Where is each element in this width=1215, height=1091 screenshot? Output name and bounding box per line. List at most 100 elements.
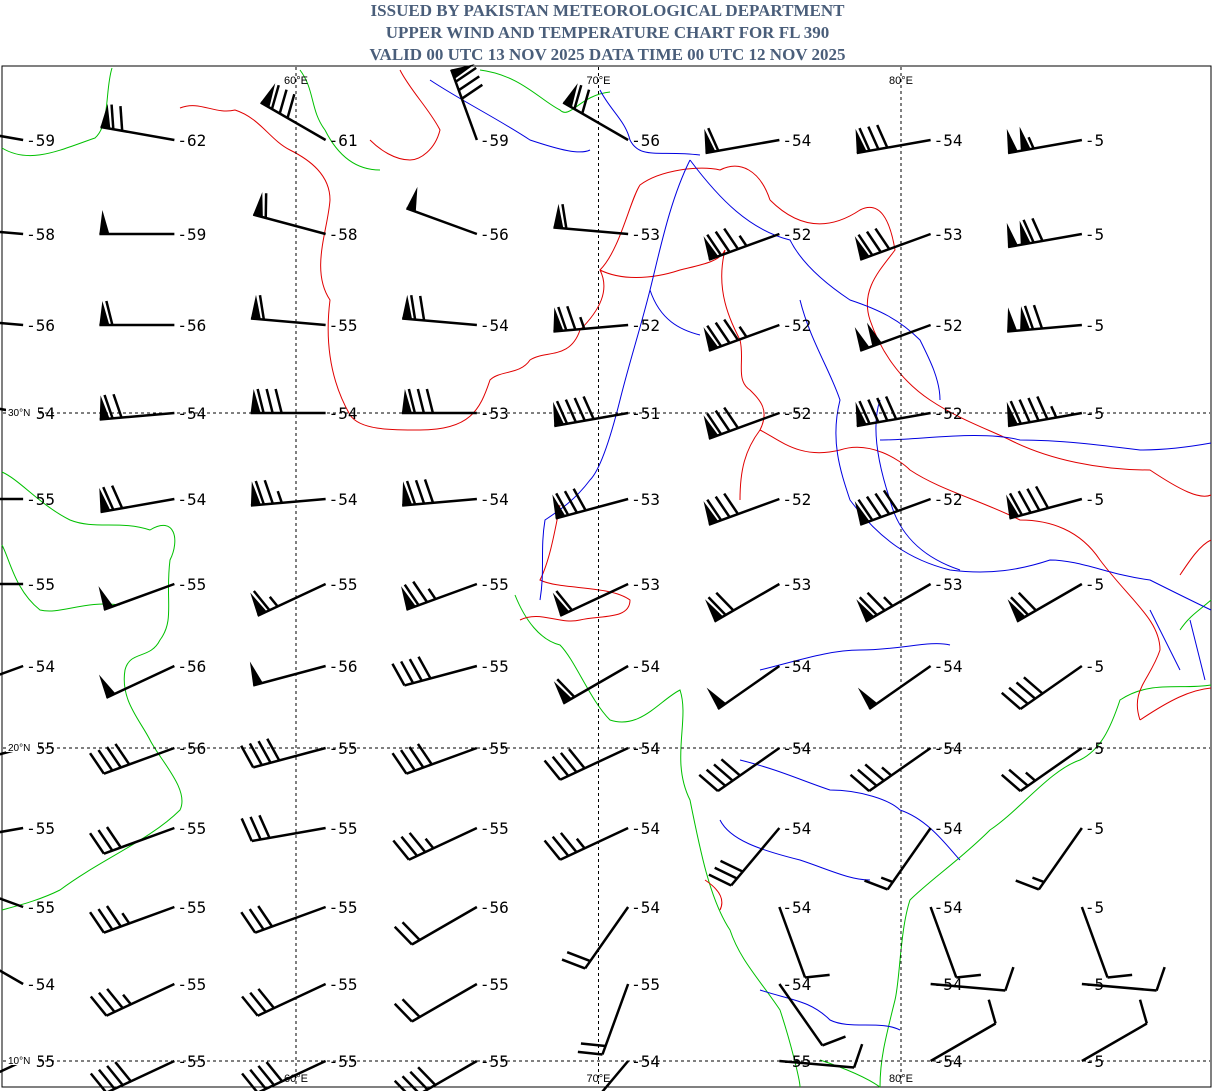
wind-barb bbox=[577, 983, 630, 1056]
barb-pennant bbox=[250, 389, 261, 413]
barb-feather bbox=[1010, 596, 1030, 616]
barb-staff bbox=[257, 582, 327, 617]
temperature-value: -54 bbox=[782, 975, 811, 994]
barb-feather bbox=[391, 752, 408, 775]
barb-pennant bbox=[250, 481, 261, 506]
wind-barb bbox=[1006, 395, 1083, 428]
barb-feather bbox=[425, 388, 435, 414]
wind-barb bbox=[1000, 746, 1083, 793]
wind-barb bbox=[706, 664, 781, 711]
temperature-value: -54 bbox=[934, 657, 963, 676]
temperature-value: -54 bbox=[480, 316, 509, 335]
wind-barb bbox=[1006, 485, 1083, 520]
barb-feather bbox=[265, 388, 274, 414]
barb-feather bbox=[707, 596, 727, 616]
temperature-value: -5 bbox=[1085, 657, 1104, 676]
axis-labels: 60°E 70°E 80°E 60°E 70°E 80°E 30°N 20°N 10°N bbox=[6, 75, 913, 1085]
barb-staff bbox=[103, 826, 175, 855]
barb-staff bbox=[103, 905, 175, 934]
wind-barb bbox=[1007, 304, 1082, 333]
barb-feather bbox=[461, 83, 484, 100]
barb-staff bbox=[713, 582, 781, 623]
barb-pennant bbox=[855, 401, 867, 427]
barb-feather bbox=[412, 580, 429, 603]
barb-staff bbox=[252, 213, 326, 236]
temperature-value: -54 bbox=[177, 490, 206, 509]
barb-feather bbox=[97, 908, 114, 931]
barb-half-feather bbox=[427, 588, 437, 600]
wind-barb bbox=[929, 906, 982, 979]
wind-barb bbox=[930, 966, 1015, 992]
barb-staff bbox=[0, 969, 24, 986]
wind-barb bbox=[703, 227, 780, 261]
temperature-value: -55 bbox=[480, 575, 509, 594]
temperature-value: -56 bbox=[177, 739, 206, 758]
barb-feather bbox=[543, 839, 562, 861]
lon-label-bottom: 60°E bbox=[284, 1073, 308, 1085]
temperature-value: -53 bbox=[934, 575, 963, 594]
barb-staff bbox=[0, 664, 24, 676]
barb-pennant bbox=[1007, 307, 1018, 332]
barb-feather bbox=[573, 397, 586, 422]
temperature-value: -5 bbox=[1085, 131, 1104, 150]
barb-pennant bbox=[99, 395, 110, 420]
barb-pennant bbox=[553, 307, 564, 332]
barb-feather bbox=[723, 227, 740, 250]
barb-half-feather bbox=[575, 837, 586, 850]
barb-staff bbox=[422, 1059, 478, 1091]
barb-staff bbox=[405, 207, 478, 236]
barb-pennant bbox=[250, 294, 261, 320]
temperature-value: -54 bbox=[177, 404, 206, 423]
barb-feather bbox=[106, 1065, 124, 1086]
temperature-value: -55 bbox=[329, 575, 358, 594]
barb-feather bbox=[400, 660, 415, 684]
temperature-value: -55 bbox=[177, 819, 206, 838]
temperature-value: -53 bbox=[480, 404, 509, 423]
temperature-value: -55 bbox=[329, 316, 358, 335]
barb-staff bbox=[1016, 582, 1083, 623]
wind-barb bbox=[99, 485, 175, 514]
barb-feather bbox=[98, 991, 116, 1013]
barb-pennant bbox=[703, 415, 719, 439]
barb-feather bbox=[866, 591, 886, 612]
temperature-value: -56 bbox=[480, 225, 509, 244]
barb-staff bbox=[107, 1059, 175, 1091]
barb-feather bbox=[105, 746, 122, 769]
temperature-value: -54 bbox=[934, 819, 963, 838]
wind-barb bbox=[89, 743, 175, 775]
barb-staff bbox=[103, 746, 175, 775]
wind-barb bbox=[854, 227, 932, 261]
wind-barb bbox=[703, 318, 780, 352]
temperature-value: -54 bbox=[934, 975, 963, 994]
barb-pennant bbox=[99, 301, 110, 325]
temperature-value: -55 bbox=[631, 975, 660, 994]
temperature-value: -54 bbox=[26, 657, 55, 676]
barb-feather bbox=[102, 486, 115, 511]
barb-pennant bbox=[250, 592, 267, 616]
barb-pennant bbox=[705, 599, 724, 622]
temperature-value: -52 bbox=[782, 404, 811, 423]
barb-feather bbox=[1008, 768, 1029, 787]
barb-feather bbox=[454, 66, 477, 83]
temperature-value: -52 bbox=[934, 404, 963, 423]
barb-feather bbox=[865, 230, 882, 253]
temperature-value: -5 bbox=[1085, 316, 1104, 335]
wind-barb bbox=[241, 1059, 327, 1091]
barb-feather bbox=[1008, 686, 1029, 705]
barb-feather bbox=[557, 306, 568, 331]
wind-barb bbox=[250, 479, 326, 507]
temperature-value: -51 bbox=[631, 404, 660, 423]
barb-feather bbox=[103, 394, 114, 419]
barb-feather bbox=[884, 395, 898, 420]
barb-feather bbox=[408, 832, 427, 853]
wind-barb bbox=[391, 743, 478, 775]
lon-label-bottom: 80°E bbox=[889, 1073, 913, 1085]
barb-feather bbox=[698, 773, 719, 792]
temperature-value: -55 bbox=[26, 898, 55, 917]
barb-feather bbox=[566, 951, 591, 963]
temperature-value: -55 bbox=[480, 819, 509, 838]
barb-feather bbox=[563, 490, 579, 514]
barb-feather bbox=[249, 1068, 267, 1090]
barb-staff bbox=[730, 827, 781, 887]
